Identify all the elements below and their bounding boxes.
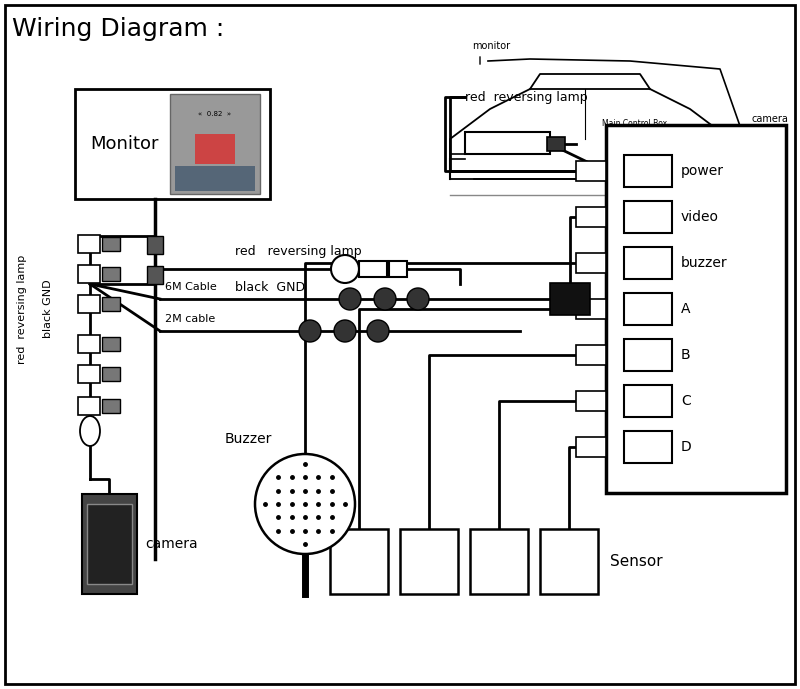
Circle shape [374, 288, 396, 310]
Bar [78, 397, 100, 415]
Bar [102, 237, 120, 251]
Bar [78, 365, 100, 383]
Text: Main Control Box: Main Control Box [602, 119, 667, 127]
Bar [78, 235, 100, 253]
Text: red  reversing lamp: red reversing lamp [17, 254, 27, 364]
Text: video: video [681, 210, 719, 224]
Bar [147, 236, 163, 254]
Bar [102, 297, 120, 311]
Bar [170, 94, 260, 194]
Bar [400, 529, 458, 594]
Bar [624, 385, 672, 417]
Text: Sensor: Sensor [610, 555, 662, 570]
Bar [87, 504, 132, 584]
Bar [330, 529, 388, 594]
Bar [624, 293, 672, 325]
Text: 6M Cable: 6M Cable [165, 282, 217, 292]
Circle shape [334, 320, 356, 342]
Bar [606, 125, 786, 493]
Circle shape [331, 255, 359, 283]
Text: «  0.82  »: « 0.82 » [198, 111, 231, 117]
Circle shape [299, 320, 321, 342]
Bar [175, 166, 255, 191]
Bar [102, 367, 120, 381]
Bar [102, 337, 120, 351]
Text: Monitor: Monitor [90, 135, 158, 153]
Bar [600, 109, 655, 137]
Bar [624, 155, 672, 187]
Text: monitor: monitor [472, 41, 510, 51]
Bar [78, 265, 100, 283]
Text: camera: camera [145, 537, 198, 551]
Bar [547, 137, 565, 151]
Bar [147, 266, 163, 284]
Bar [472, 56, 488, 66]
Bar [389, 261, 407, 277]
Bar [576, 299, 606, 319]
Text: Buzzer: Buzzer [225, 432, 272, 446]
Bar [576, 253, 606, 273]
Text: Sensors: Sensors [692, 147, 726, 156]
Text: red   reversing lamp: red reversing lamp [235, 245, 362, 258]
Bar [624, 431, 672, 463]
Text: red  reversing lamp: red reversing lamp [465, 90, 588, 103]
Bar [78, 295, 100, 313]
Text: Wiring Diagram :: Wiring Diagram : [12, 17, 224, 41]
Bar [576, 161, 606, 181]
Bar [102, 267, 120, 281]
Bar [593, 76, 638, 89]
Circle shape [255, 454, 355, 554]
Text: C: C [681, 394, 690, 408]
Bar [576, 207, 606, 227]
Bar [195, 134, 235, 164]
Circle shape [407, 288, 429, 310]
Circle shape [339, 288, 361, 310]
Bar [743, 146, 751, 154]
Bar [550, 283, 590, 315]
Bar [82, 494, 137, 594]
Bar [542, 76, 587, 89]
Bar [576, 345, 606, 365]
Text: D: D [681, 440, 692, 454]
Text: buzzer: buzzer [681, 256, 728, 270]
Text: camera: camera [752, 114, 789, 124]
Bar [576, 391, 606, 411]
Circle shape [367, 320, 389, 342]
Bar [576, 437, 606, 457]
Bar [624, 247, 672, 279]
Bar [78, 335, 100, 353]
Ellipse shape [80, 416, 100, 446]
Text: power: power [681, 164, 724, 178]
Text: 2M cable: 2M cable [165, 314, 215, 324]
Bar [624, 201, 672, 233]
Text: A: A [681, 302, 690, 316]
Text: black  GND: black GND [235, 280, 305, 294]
Bar [102, 399, 120, 413]
Text: black GND: black GND [469, 139, 528, 149]
Bar [75, 89, 270, 199]
Text: black GND: black GND [43, 280, 53, 338]
Bar [465, 132, 550, 154]
Bar [470, 529, 528, 594]
Bar [359, 261, 387, 277]
Bar [624, 339, 672, 371]
Bar [540, 529, 598, 594]
Text: B: B [681, 348, 690, 362]
